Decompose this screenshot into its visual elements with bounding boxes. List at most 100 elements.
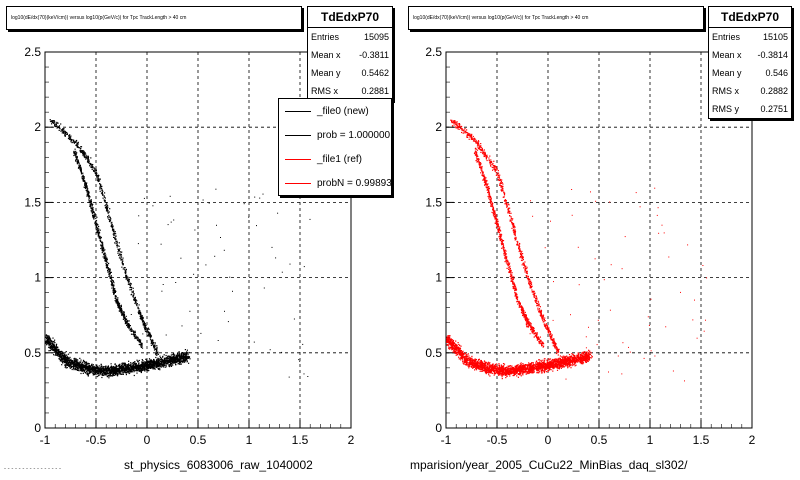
scatter-point xyxy=(141,359,143,361)
scatter-point xyxy=(169,359,172,361)
scatter-point xyxy=(122,260,124,263)
scatter-point xyxy=(140,343,142,345)
scatter-point xyxy=(571,364,573,366)
scatter-point xyxy=(113,284,115,286)
x-tick-label: 2 xyxy=(749,433,756,447)
scatter-point xyxy=(89,204,91,206)
scatter-point xyxy=(52,120,54,122)
scatter-point xyxy=(75,156,77,158)
scatter-point xyxy=(99,372,101,374)
scatter-point xyxy=(176,358,178,360)
scatter-point xyxy=(78,162,80,164)
scatter-point xyxy=(82,370,84,372)
scatter-point xyxy=(106,369,108,371)
scatter-point xyxy=(103,370,105,372)
scatter-point xyxy=(93,211,95,213)
scatter-point xyxy=(88,196,90,198)
scatter-point xyxy=(588,353,590,355)
scatter-point xyxy=(125,273,127,275)
scatter-point xyxy=(91,364,93,366)
scatter-point xyxy=(60,354,62,356)
scatter-point xyxy=(62,357,64,359)
scatter-point xyxy=(122,372,124,374)
scatter-point xyxy=(133,365,135,367)
scatter-point xyxy=(123,317,125,319)
scatter-point xyxy=(303,266,305,268)
scatter-point xyxy=(100,366,102,369)
scatter-point xyxy=(113,290,115,292)
y-tick-label: 0.5 xyxy=(24,346,41,360)
scatter-point xyxy=(177,355,179,357)
scatter-point xyxy=(112,286,115,288)
scatter-point xyxy=(154,363,157,365)
scatter-point xyxy=(126,370,129,373)
scatter-point xyxy=(141,367,143,369)
scatter-point xyxy=(75,159,77,161)
scatter-point xyxy=(78,370,80,372)
scatter-point xyxy=(115,370,117,372)
y-tick-label: 1 xyxy=(34,271,41,285)
stats-row: RMS x 0.2881 xyxy=(311,86,389,96)
scatter-point xyxy=(149,359,151,361)
scatter-point xyxy=(126,370,128,372)
scatter-point xyxy=(119,366,121,368)
scatter-point xyxy=(76,143,78,145)
scatter-point xyxy=(73,366,75,368)
scatter-point xyxy=(102,193,104,195)
scatter-point xyxy=(56,121,58,123)
scatter-point xyxy=(95,369,98,371)
scatter-point xyxy=(467,362,469,364)
scatter-point xyxy=(92,215,94,217)
scatter-point xyxy=(120,259,122,261)
scatter-point xyxy=(160,360,162,363)
scatter-point xyxy=(144,325,146,327)
scatter-point xyxy=(115,367,117,369)
scatter-point xyxy=(202,199,204,201)
scatter-point xyxy=(131,362,133,364)
scatter-point xyxy=(580,363,582,365)
scatter-point xyxy=(97,178,100,180)
scatter-point xyxy=(136,359,138,361)
scatter-point xyxy=(89,369,91,371)
scatter-point xyxy=(94,215,96,217)
scatter-point xyxy=(90,365,92,367)
scatter-point xyxy=(121,362,123,364)
scatter-point xyxy=(168,365,170,367)
scatter-point xyxy=(89,372,91,374)
scatter-point xyxy=(114,290,116,292)
scatter-point xyxy=(83,153,85,155)
scatter-point xyxy=(86,369,89,371)
scatter-point xyxy=(84,184,86,186)
scatter-point xyxy=(52,347,54,349)
scatter-point xyxy=(146,369,148,371)
scatter-point xyxy=(127,276,129,278)
scatter-point xyxy=(185,353,187,355)
scatter-point xyxy=(118,304,120,306)
scatter-point xyxy=(133,294,135,296)
scatter-point xyxy=(48,342,50,344)
scatter-point xyxy=(120,305,122,307)
scatter-point xyxy=(125,275,127,277)
scatter-point xyxy=(161,361,163,363)
scatter-point xyxy=(95,372,97,375)
scatter-point xyxy=(180,354,183,356)
scatter-point xyxy=(101,246,103,248)
scatter-point xyxy=(120,312,122,314)
scatter-point xyxy=(487,370,489,372)
scatter-point xyxy=(80,173,83,175)
scatter-point xyxy=(141,316,143,318)
scatter-point xyxy=(76,364,78,367)
scatter-point xyxy=(188,356,191,358)
scatter-point xyxy=(70,365,72,367)
scatter-point xyxy=(546,359,548,361)
scatter-point xyxy=(180,357,182,360)
scatter-point xyxy=(70,137,72,139)
scatter-point xyxy=(137,366,139,368)
scatter-point xyxy=(125,321,127,323)
scatter-point xyxy=(182,356,184,358)
scatter-point xyxy=(309,218,311,220)
scatter-point xyxy=(128,278,130,280)
scatter-point xyxy=(58,348,60,351)
scatter-point xyxy=(107,370,109,372)
scatter-point xyxy=(84,361,86,364)
